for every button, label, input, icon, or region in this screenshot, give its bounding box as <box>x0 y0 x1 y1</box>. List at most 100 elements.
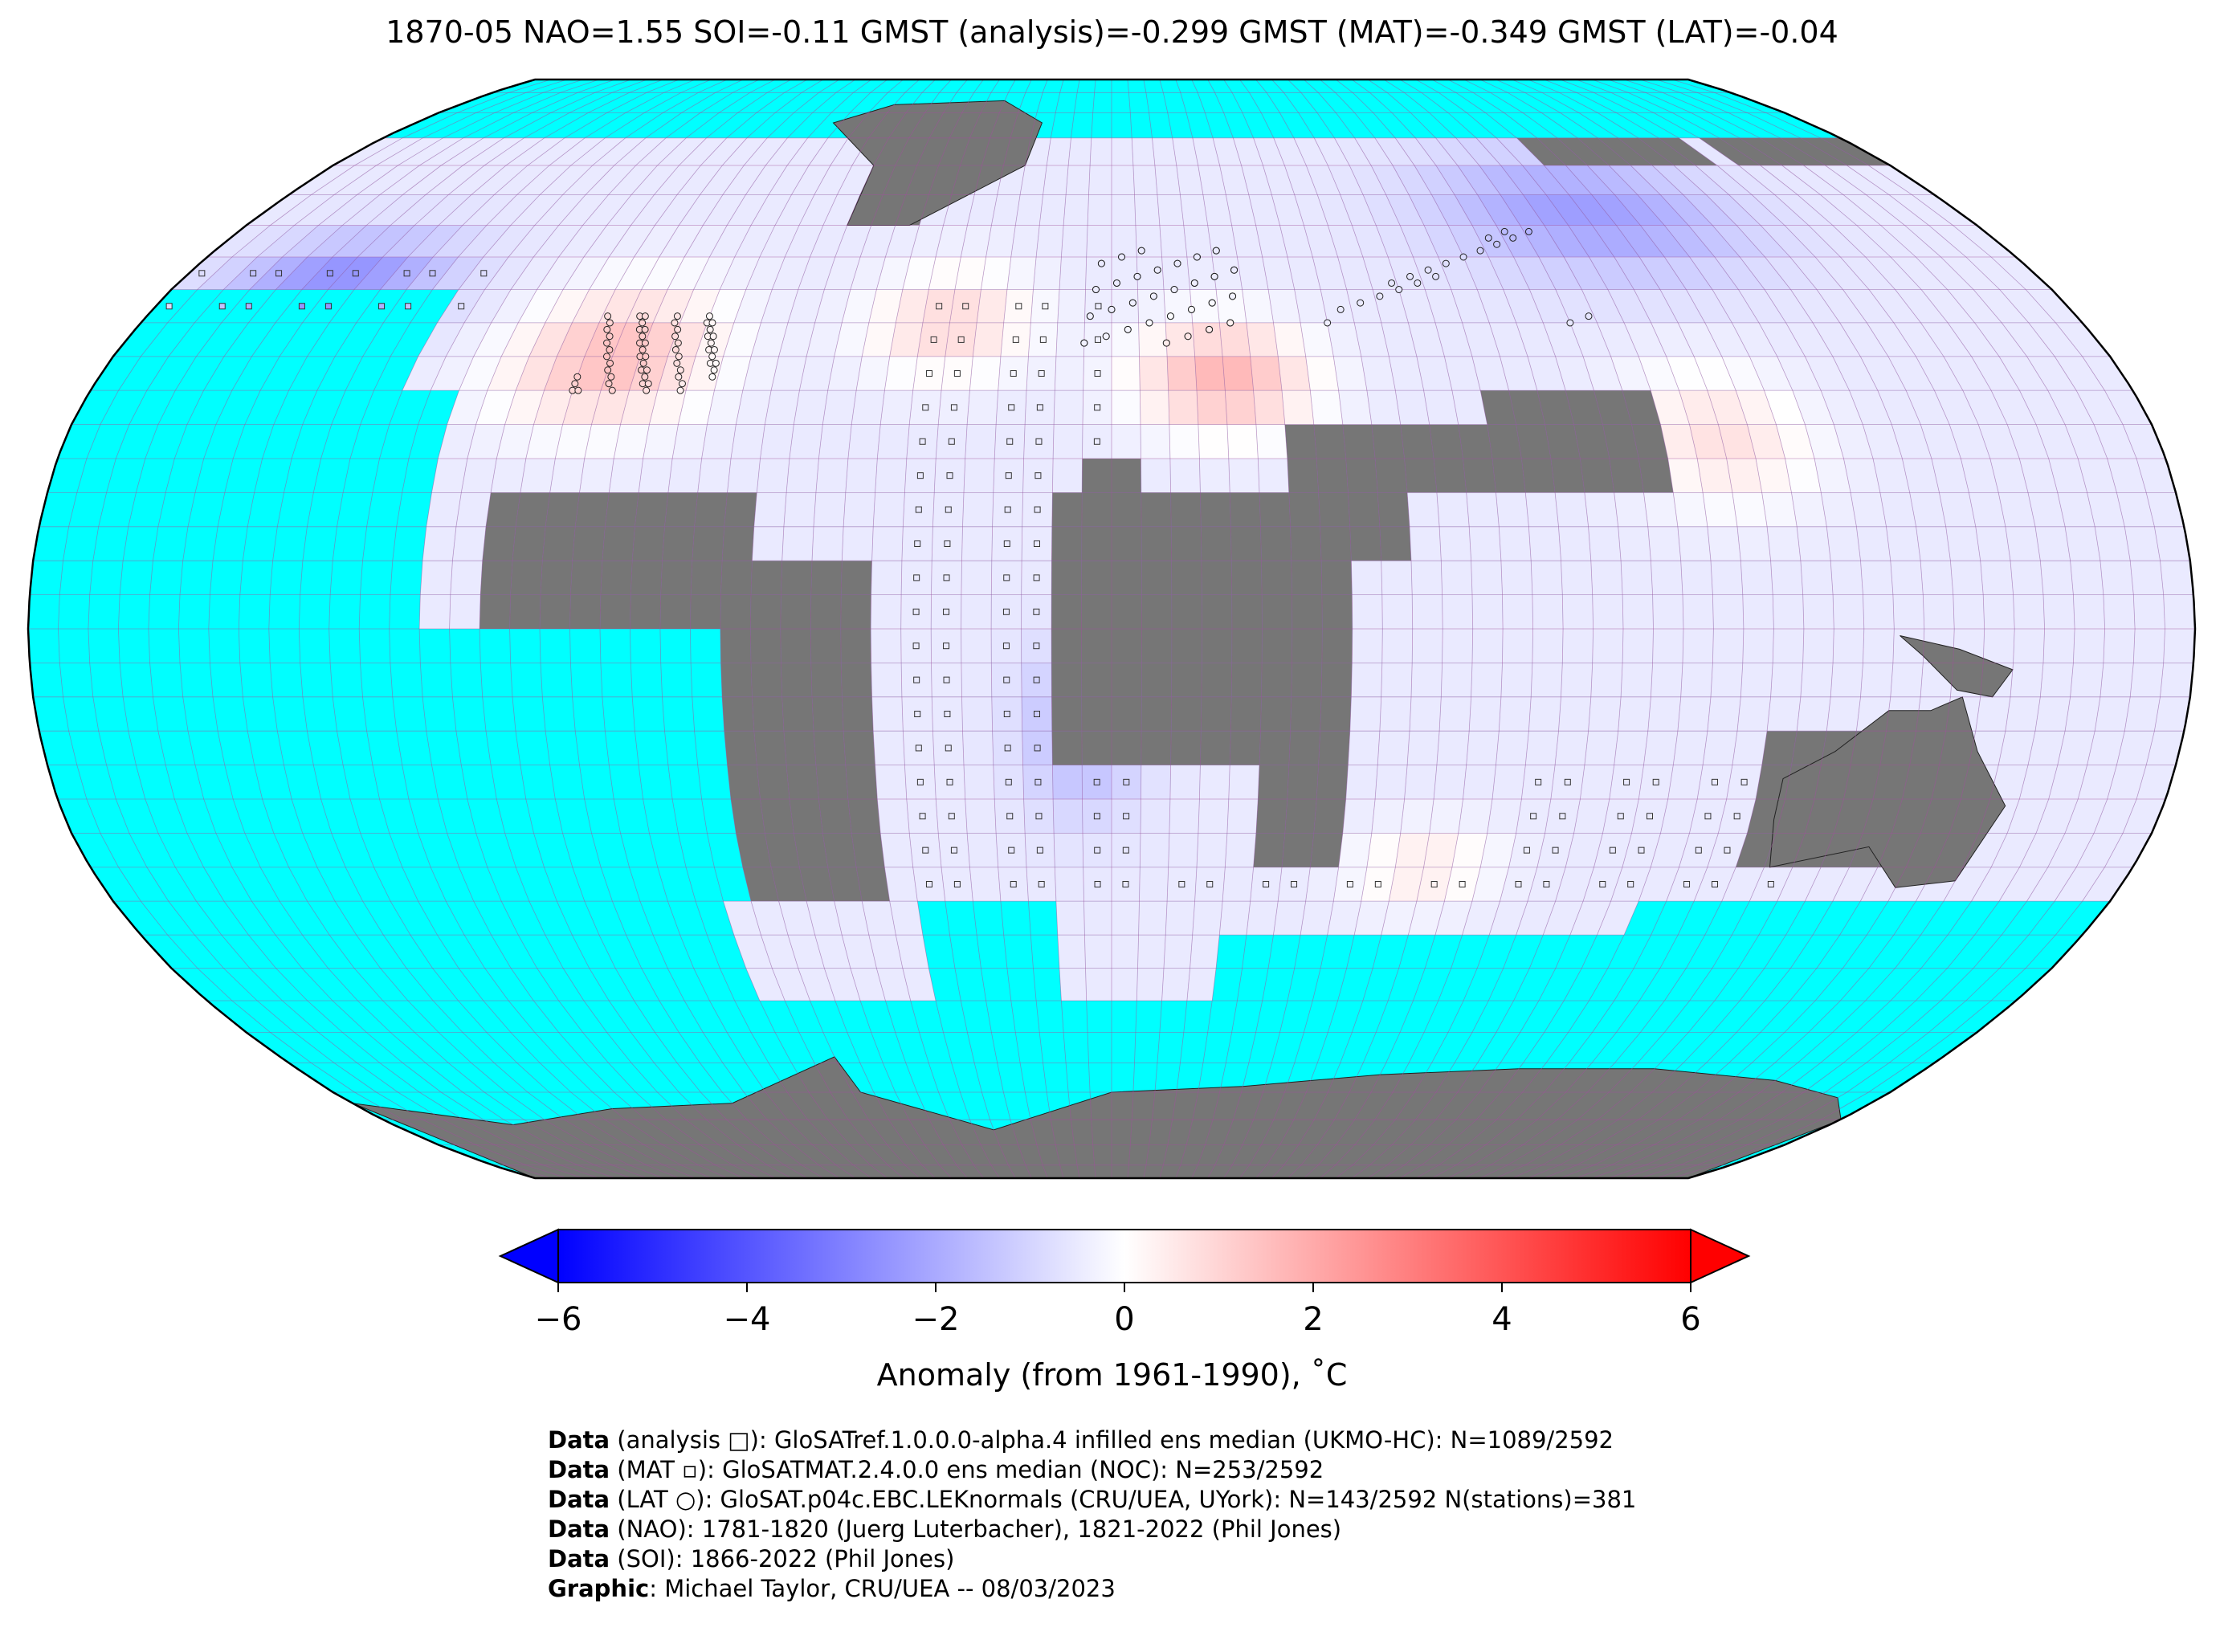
anomaly-cell <box>1366 390 1401 425</box>
anomaly-cell <box>1558 696 1591 732</box>
mat-marker <box>1552 846 1559 854</box>
anomaly-cell <box>1683 629 1714 663</box>
mat-marker <box>1740 778 1748 785</box>
anomaly-cell <box>1354 901 1389 936</box>
lat-station-marker <box>639 345 647 353</box>
mat-marker <box>916 778 924 785</box>
credit-line: Data (MAT ▫): GloSATMAT.2.4.0.0 ens medi… <box>548 1455 1636 1485</box>
anomaly-cell <box>1273 322 1306 357</box>
mat-marker <box>953 370 961 377</box>
anomaly-cell <box>2013 594 2045 629</box>
anomaly-cell <box>1640 225 1690 257</box>
anomaly-cell <box>1043 165 1069 195</box>
anomaly-cell <box>1442 594 1473 629</box>
anomaly-cell <box>1651 833 1690 867</box>
anomaly-cell <box>720 663 753 697</box>
anomaly-cell <box>450 561 483 595</box>
meridian-line <box>1544 80 1925 1178</box>
mat-marker <box>1346 880 1353 887</box>
anomaly-cell <box>1921 289 1975 323</box>
credit-line: Graphic: Michael Taylor, CRU/UEA -- 08/0… <box>548 1574 1636 1604</box>
anomaly-cell <box>868 935 903 969</box>
anomaly-cell <box>473 322 519 357</box>
anomaly-cell <box>1310 833 1343 867</box>
anomaly-cell <box>877 799 910 834</box>
anomaly-cell <box>1051 696 1082 732</box>
lat-station-marker <box>1476 247 1484 255</box>
anomaly-cell <box>1086 225 1112 257</box>
anomaly-cell <box>967 194 998 226</box>
credit-line: Data (analysis □): GloSATref.1.0.0.0-alp… <box>548 1426 1636 1455</box>
anomaly-cell <box>734 225 775 257</box>
anomaly-cell <box>1081 663 1112 697</box>
anomaly-cell <box>724 492 757 527</box>
anomaly-cell <box>1400 424 1434 459</box>
mat-marker <box>1003 676 1010 683</box>
lat-station-marker <box>641 373 649 381</box>
anomaly-cell <box>2048 765 2087 799</box>
anomaly-cell <box>1410 696 1442 732</box>
anomaly-cell <box>534 194 586 226</box>
mat-marker <box>1003 574 1010 581</box>
anomaly-cell <box>1304 225 1338 257</box>
anomaly-cell <box>1696 165 1753 195</box>
lat-station-marker <box>1395 286 1403 294</box>
anomaly-cell <box>1961 459 1999 493</box>
anomaly-cell <box>781 696 814 732</box>
anomaly-cell <box>1112 901 1140 936</box>
anomaly-cell <box>1928 225 1992 257</box>
anomaly-cell <box>583 225 631 257</box>
anomaly-cell <box>1230 492 1261 527</box>
anomaly-cell <box>1833 629 1864 663</box>
anomaly-cell <box>1536 390 1574 425</box>
anomaly-cell <box>1371 799 1405 834</box>
anomaly-cell <box>1260 526 1292 561</box>
anomaly-cell <box>2070 663 2104 697</box>
anomaly-cell <box>1134 194 1160 226</box>
anomaly-cell <box>871 561 902 595</box>
anomaly-cell <box>1500 561 1532 595</box>
anomaly-cell <box>856 867 890 902</box>
mat-marker <box>1123 778 1130 785</box>
anomaly-cell <box>843 731 875 765</box>
mat-marker <box>1094 370 1101 377</box>
anomaly-cell <box>1488 257 1530 290</box>
anomaly-cell <box>1798 194 1857 226</box>
anomaly-cell <box>501 322 545 357</box>
anomaly-cell <box>1375 459 1408 493</box>
anomaly-cell <box>1201 526 1232 561</box>
anomaly-cell <box>1630 165 1683 195</box>
anomaly-cell <box>1171 561 1202 595</box>
anomaly-cell <box>1246 322 1279 357</box>
credit-line-heading: Data <box>548 1545 610 1572</box>
anomaly-cell <box>1843 459 1880 493</box>
anomaly-cell <box>655 194 700 226</box>
anomaly-cell <box>1500 663 1532 697</box>
anomaly-cell <box>1489 901 1528 936</box>
anomaly-cell <box>814 289 851 323</box>
anomaly-cell <box>1036 225 1064 257</box>
meridian-line <box>780 80 936 1178</box>
anomaly-cell <box>545 289 590 323</box>
lat-station-marker <box>1442 259 1450 267</box>
anomaly-cell <box>1231 663 1263 697</box>
mat-marker <box>943 642 950 650</box>
mat-marker <box>913 676 920 683</box>
anomaly-cell <box>1112 526 1142 561</box>
mat-marker <box>1733 813 1740 820</box>
lat-station-marker <box>671 345 679 353</box>
anomaly-cell <box>438 424 476 459</box>
anomaly-cell <box>1832 867 1878 902</box>
anomaly-cell <box>1057 289 1086 323</box>
anomaly-cell <box>788 289 825 323</box>
anomaly-cell <box>1082 459 1112 493</box>
mat-marker <box>1178 880 1185 887</box>
anomaly-cell <box>1212 257 1243 290</box>
anomaly-cell <box>1643 492 1678 527</box>
mat-marker <box>1599 880 1606 887</box>
anomaly-cell <box>447 390 488 425</box>
colorbar-label: Anomaly (from 1961-1990), ˚C <box>876 1357 1348 1393</box>
anomaly-cell <box>851 390 885 425</box>
anomaly-cell <box>569 594 601 629</box>
anomaly-cell <box>1349 526 1381 561</box>
